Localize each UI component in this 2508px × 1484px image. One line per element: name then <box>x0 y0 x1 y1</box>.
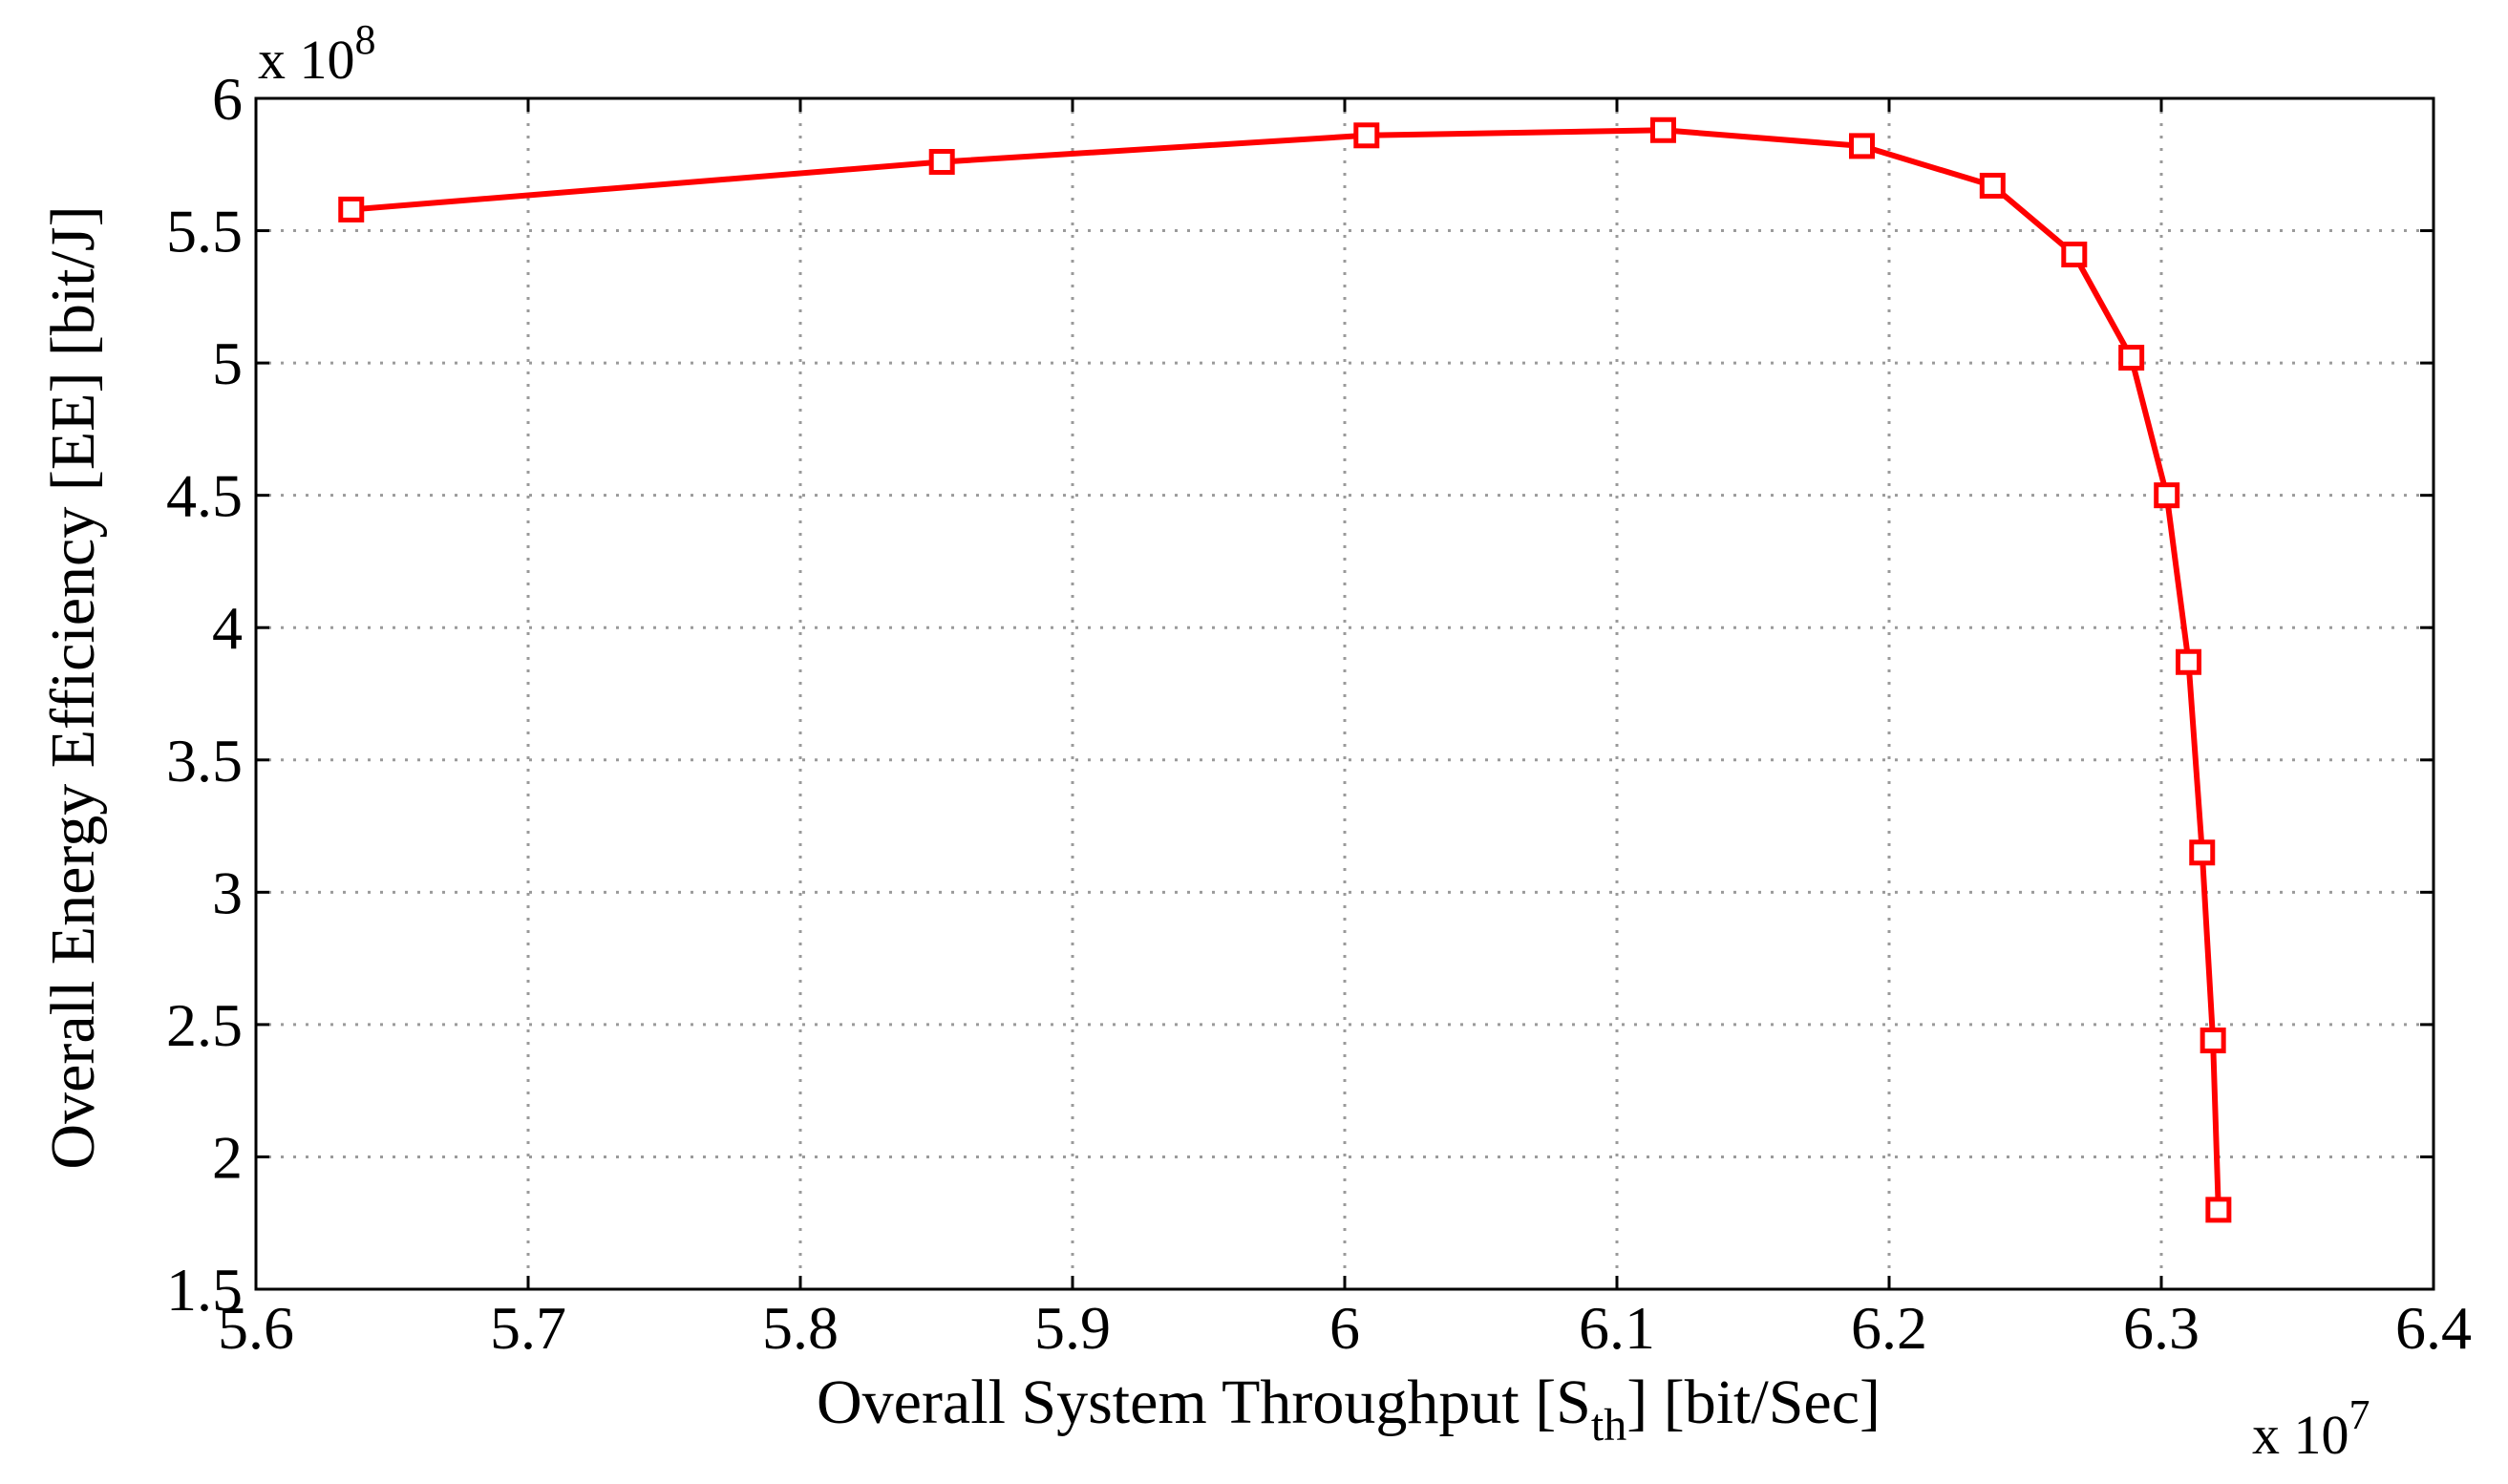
y-tick-label: 3.5 <box>166 727 243 795</box>
y-tick-label: 4 <box>212 594 243 662</box>
grid <box>256 98 2434 1289</box>
x-axis-label-main: Overall System Throughput [S <box>817 1367 1591 1437</box>
data-point <box>2118 345 2145 371</box>
y-tick-label: 2 <box>212 1123 243 1191</box>
data-point <box>2205 1197 2232 1223</box>
x-multiplier: x 107 <box>2252 1391 2370 1466</box>
data-point <box>1849 133 1875 159</box>
data-point <box>2189 839 2216 866</box>
y-multiplier-base: x 10 <box>258 29 355 91</box>
x-axis-label-suffix: ] [bit/Sec] <box>1626 1367 1881 1437</box>
x-tick-label: 6.4 <box>2395 1294 2472 1362</box>
data-point <box>2154 482 2180 509</box>
y-tick-label: 5.5 <box>166 198 243 265</box>
x-tick-label: 5.9 <box>1034 1294 1111 1362</box>
y-tick-label: 4.5 <box>166 462 243 530</box>
x-tick-label: 6.1 <box>1579 1294 1655 1362</box>
data-point <box>338 196 365 223</box>
y-axis-ticks: 1.5 2 2.5 3 3.5 4 4.5 5 5.5 6 <box>166 65 2434 1324</box>
x-tick-label: 6 <box>1329 1294 1360 1362</box>
y-tick-label: 1.5 <box>166 1256 243 1324</box>
series-group <box>338 117 2232 1223</box>
data-point <box>1649 117 1676 143</box>
y-tick-label: 3 <box>212 859 243 926</box>
y-multiplier: x 108 <box>258 16 376 91</box>
x-multiplier-exponent: 7 <box>2349 1391 2370 1438</box>
x-tick-label: 5.7 <box>490 1294 566 1362</box>
x-tick-label: 5.6 <box>218 1294 294 1362</box>
x-tick-label: 6.2 <box>1851 1294 1927 1362</box>
y-axis-label: Overall Energy Efficiency [EE] [bit/J] <box>38 205 108 1169</box>
data-point <box>1979 172 2006 199</box>
data-point <box>2061 241 2088 267</box>
x-axis-ticks: 5.6 5.7 5.8 5.9 6 6.1 6.2 6.3 6.4 <box>218 98 2472 1362</box>
y-tick-label: 5 <box>212 329 243 397</box>
data-point <box>2176 648 2201 675</box>
y-multiplier-exponent: 8 <box>355 16 376 63</box>
x-axis-label-subscript: th <box>1591 1400 1626 1451</box>
y-tick-label: 6 <box>212 65 243 133</box>
data-point <box>1353 122 1380 149</box>
data-point <box>2200 1028 2226 1054</box>
data-point <box>928 149 955 176</box>
x-tick-label: 6.3 <box>2123 1294 2200 1362</box>
y-tick-label: 2.5 <box>166 991 243 1059</box>
x-tick-label: 5.8 <box>762 1294 839 1362</box>
x-axis-label: Overall System Throughput [Sth] [bit/Sec… <box>817 1367 1881 1451</box>
x-multiplier-base: x 10 <box>2252 1404 2349 1466</box>
